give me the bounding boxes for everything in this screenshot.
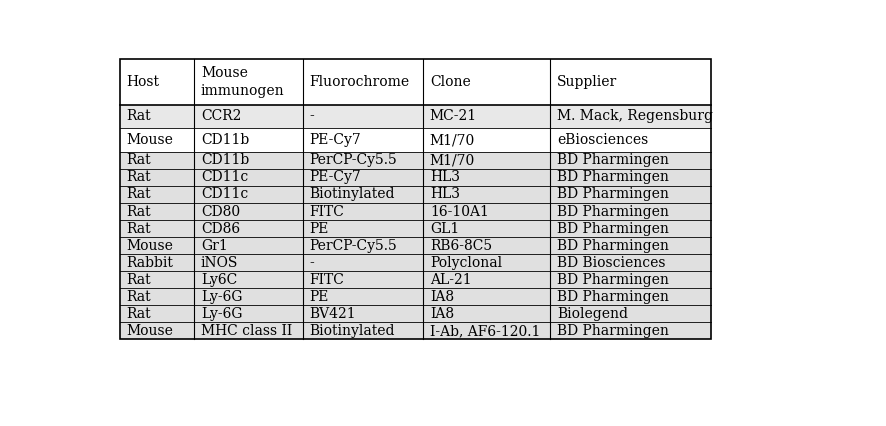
Text: PerCP-Cy5.5: PerCP-Cy5.5 xyxy=(309,153,397,167)
Text: Biotinylated: Biotinylated xyxy=(309,187,394,201)
Bar xyxy=(120,105,711,128)
Text: Clone: Clone xyxy=(430,75,470,89)
Text: BD Pharmingen: BD Pharmingen xyxy=(556,204,668,219)
Bar xyxy=(120,237,711,254)
Text: PE-Cy7: PE-Cy7 xyxy=(309,170,361,184)
Text: PE-Cy7: PE-Cy7 xyxy=(309,133,361,147)
Text: Fluorochrome: Fluorochrome xyxy=(309,75,409,89)
Text: Rat: Rat xyxy=(127,187,152,201)
Text: -: - xyxy=(309,256,314,270)
Text: BD Pharmingen: BD Pharmingen xyxy=(556,153,668,167)
Text: BD Biosciences: BD Biosciences xyxy=(556,256,664,270)
Text: GL1: GL1 xyxy=(430,222,459,236)
Bar xyxy=(120,169,711,186)
Text: Ly-6G: Ly-6G xyxy=(201,290,242,304)
Text: Rat: Rat xyxy=(127,222,152,236)
Text: Biolegend: Biolegend xyxy=(556,307,627,321)
Bar xyxy=(120,271,711,288)
Text: FITC: FITC xyxy=(309,204,344,219)
Text: BD Pharmingen: BD Pharmingen xyxy=(556,187,668,201)
Text: Rat: Rat xyxy=(127,109,152,124)
Bar xyxy=(120,288,711,305)
Text: AL-21: AL-21 xyxy=(430,273,471,287)
Text: HL3: HL3 xyxy=(430,187,459,201)
Text: Polyclonal: Polyclonal xyxy=(430,256,501,270)
Text: Rat: Rat xyxy=(127,170,152,184)
Bar xyxy=(120,254,711,271)
Text: CD11c: CD11c xyxy=(201,170,248,184)
Text: Biotinylated: Biotinylated xyxy=(309,324,394,338)
Text: Mouse: Mouse xyxy=(127,133,174,147)
Text: FITC: FITC xyxy=(309,273,344,287)
Text: M1/70: M1/70 xyxy=(430,153,475,167)
Text: BD Pharmingen: BD Pharmingen xyxy=(556,290,668,304)
Bar xyxy=(120,59,711,340)
Text: Rat: Rat xyxy=(127,273,152,287)
Bar xyxy=(120,186,711,203)
Text: M. Mack, Regensburg: M. Mack, Regensburg xyxy=(556,109,712,124)
Text: BD Pharmingen: BD Pharmingen xyxy=(556,239,668,253)
Text: PerCP-Cy5.5: PerCP-Cy5.5 xyxy=(309,239,397,253)
Text: I-Ab, AF6-120.1: I-Ab, AF6-120.1 xyxy=(430,324,540,338)
Bar xyxy=(120,305,711,322)
Text: BD Pharmingen: BD Pharmingen xyxy=(556,324,668,338)
Text: eBiosciences: eBiosciences xyxy=(556,133,648,147)
Text: IA8: IA8 xyxy=(430,290,454,304)
Text: CD80: CD80 xyxy=(201,204,240,219)
Text: BD Pharmingen: BD Pharmingen xyxy=(556,222,668,236)
Text: PE: PE xyxy=(309,222,329,236)
Text: Rat: Rat xyxy=(127,290,152,304)
Text: CD86: CD86 xyxy=(201,222,240,236)
Text: CD11c: CD11c xyxy=(201,187,248,201)
Text: -: - xyxy=(309,109,314,124)
Text: Rat: Rat xyxy=(127,204,152,219)
Text: 16-10A1: 16-10A1 xyxy=(430,204,488,219)
Bar xyxy=(120,152,711,169)
Text: MC-21: MC-21 xyxy=(430,109,477,124)
Bar xyxy=(120,220,711,237)
Text: Ly6C: Ly6C xyxy=(201,273,237,287)
Text: BV421: BV421 xyxy=(309,307,356,321)
Text: CD11b: CD11b xyxy=(201,153,249,167)
Text: iNOS: iNOS xyxy=(201,256,238,270)
Text: BD Pharmingen: BD Pharmingen xyxy=(556,170,668,184)
Text: Rabbit: Rabbit xyxy=(127,256,174,270)
Text: CCR2: CCR2 xyxy=(201,109,241,124)
Text: PE: PE xyxy=(309,290,329,304)
Text: Ly-6G: Ly-6G xyxy=(201,307,242,321)
Text: RB6-8C5: RB6-8C5 xyxy=(430,239,492,253)
Text: IA8: IA8 xyxy=(430,307,454,321)
Bar xyxy=(120,322,711,340)
Bar xyxy=(120,59,711,105)
Text: Mouse
immunogen: Mouse immunogen xyxy=(201,66,284,98)
Text: Supplier: Supplier xyxy=(556,75,617,89)
Text: Mouse: Mouse xyxy=(127,324,174,338)
Text: HL3: HL3 xyxy=(430,170,459,184)
Text: BD Pharmingen: BD Pharmingen xyxy=(556,273,668,287)
Text: Rat: Rat xyxy=(127,153,152,167)
Text: M1/70: M1/70 xyxy=(430,133,475,147)
Text: Host: Host xyxy=(127,75,159,89)
Text: CD11b: CD11b xyxy=(201,133,249,147)
Bar xyxy=(120,128,711,152)
Text: Rat: Rat xyxy=(127,307,152,321)
Bar xyxy=(120,203,711,220)
Text: MHC class II: MHC class II xyxy=(201,324,291,338)
Text: Mouse: Mouse xyxy=(127,239,174,253)
Text: Gr1: Gr1 xyxy=(201,239,228,253)
